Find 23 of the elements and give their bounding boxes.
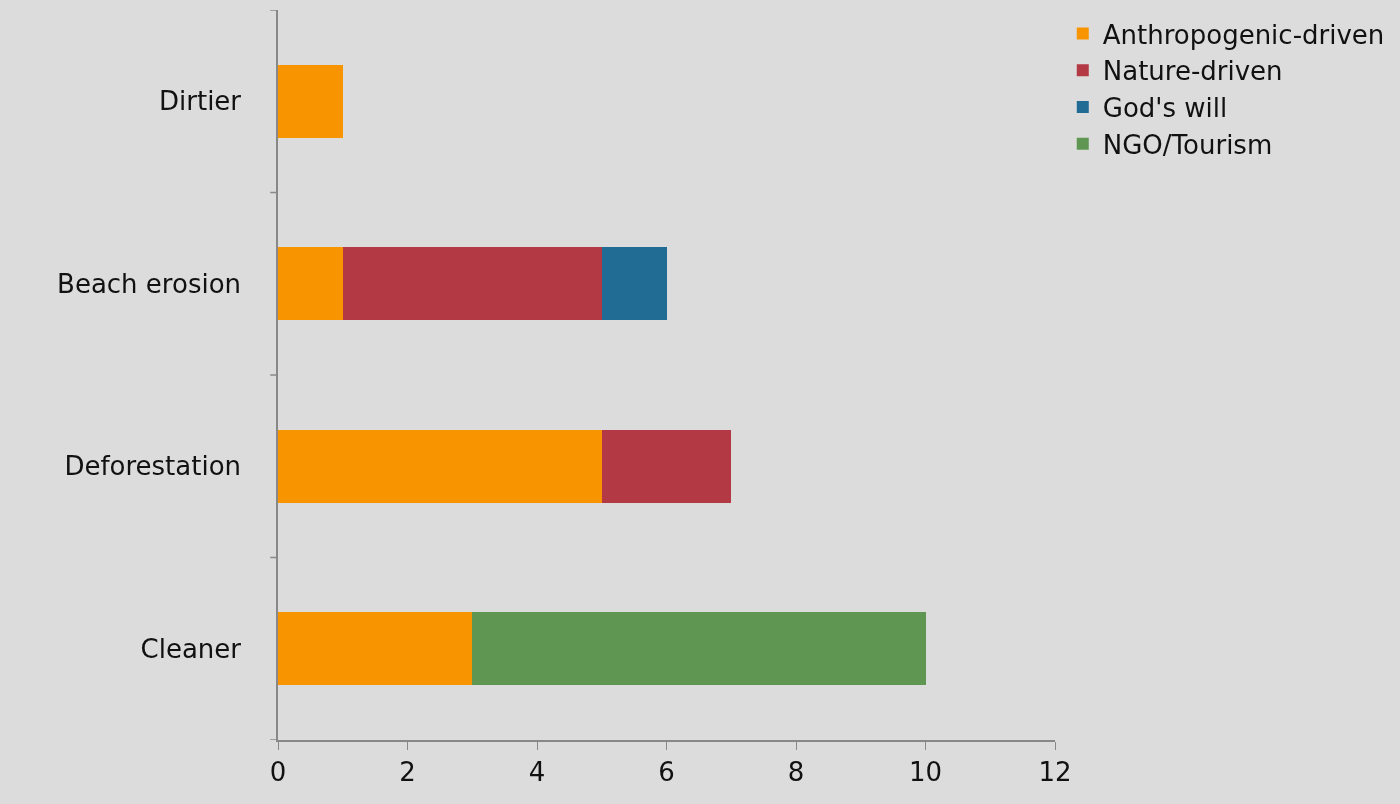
bar: [601, 429, 732, 503]
x-tick-label: 6: [658, 756, 675, 787]
x-tick-label: 12: [1038, 756, 1072, 787]
legend-label: Nature-driven: [1102, 56, 1283, 87]
bar: [278, 612, 473, 686]
y-tick-label: Dirtier: [159, 86, 242, 117]
bar: [278, 64, 343, 138]
bar: [278, 429, 602, 503]
legend-label: God's will: [1102, 93, 1228, 124]
x-tick-label: 10: [908, 756, 943, 787]
x-tick-label: 2: [399, 756, 416, 787]
legend-label: NGO/Tourism: [1102, 129, 1273, 160]
bar: [601, 247, 667, 321]
x-tick-label: 4: [528, 756, 546, 787]
legend-label: Anthropogenic-driven: [1102, 19, 1385, 50]
y-tick-label: Beach erosion: [57, 268, 242, 299]
y-tick-label: Cleaner: [140, 633, 242, 664]
bar: [472, 612, 926, 686]
bar: [342, 247, 602, 321]
x-tick-label: 0: [269, 756, 287, 787]
x-tick-label: 8: [787, 756, 805, 787]
bar: [278, 247, 343, 321]
y-tick-label: Deforestation: [64, 451, 242, 482]
